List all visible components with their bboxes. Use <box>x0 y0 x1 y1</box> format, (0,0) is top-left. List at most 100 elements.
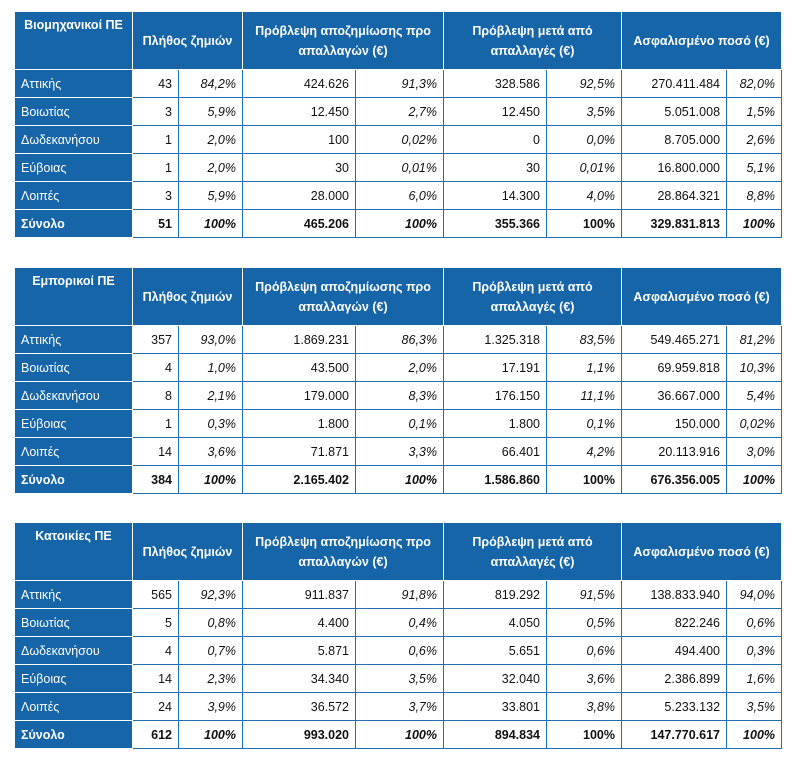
insured-pct-cell: 0,02% <box>726 409 783 438</box>
insured-cell: 676.356.005 <box>621 465 728 494</box>
count-pct-cell: 84,2% <box>178 69 243 98</box>
industrial-claims-table: Βιομηχανικοί ΠΕ Πλήθος ζημιών Πρόβλεψη α… <box>14 11 783 238</box>
table-row: Αττικής 43 84,2% 424.626 91,3% 328.586 9… <box>14 69 783 98</box>
region-cell: Σύνολο <box>14 465 133 494</box>
pre-pct-cell: 0,1% <box>355 409 444 438</box>
post-cell: 30 <box>443 153 547 182</box>
post-cell: 1.586.860 <box>443 465 547 494</box>
pre-cell: 28.000 <box>242 181 356 210</box>
count-cell: 43 <box>132 69 179 98</box>
post-cell: 12.450 <box>443 97 547 126</box>
table-row: Λοιπές 14 3,6% 71.871 3,3% 66.401 4,2% 2… <box>14 437 783 466</box>
pre-pct-cell: 3,3% <box>355 437 444 466</box>
post-pct-cell: 0,6% <box>545 636 623 665</box>
residential-claims-table: Κατοικίες ΠΕ Πλήθος ζημιών Πρόβλεψη αποζ… <box>14 522 783 749</box>
pre-pct-cell: 2,0% <box>355 353 444 382</box>
post-cell: 32.040 <box>443 664 547 693</box>
region-cell: Λοιπές <box>14 181 133 210</box>
insured-cell: 5.051.008 <box>621 97 728 126</box>
table-row: Αττικής 357 93,0% 1.869.231 86,3% 1.325.… <box>14 325 783 354</box>
table-header-row: Εμπορικοί ΠΕ Πλήθος ζημιών Πρόβλεψη αποζ… <box>14 267 783 326</box>
region-cell: Σύνολο <box>14 209 133 238</box>
insured-cell: 16.800.000 <box>621 153 728 182</box>
pre-pct-cell: 0,6% <box>355 636 444 665</box>
post-cell: 328.586 <box>443 69 547 98</box>
count-pct-cell: 3,6% <box>178 437 243 466</box>
post-deductible-header: Πρόβλεψη μετά από απαλλαγές (€) <box>442 267 623 326</box>
region-cell: Δωδεκανήσου <box>14 125 133 154</box>
pre-pct-cell: 100% <box>355 465 444 494</box>
pre-cell: 5.871 <box>242 636 356 665</box>
post-pct-cell: 3,6% <box>545 664 623 693</box>
table-row: Λοιπές 3 5,9% 28.000 6,0% 14.300 4,0% 28… <box>14 181 783 210</box>
pre-pct-cell: 0,02% <box>355 125 444 154</box>
insured-cell: 36.667.000 <box>621 381 728 410</box>
pre-cell: 34.340 <box>242 664 356 693</box>
region-cell: Λοιπές <box>14 437 133 466</box>
table-row: Δωδεκανήσου 1 2,0% 100 0,02% 0 0,0% 8.70… <box>14 125 783 154</box>
insured-cell: 20.113.916 <box>621 437 728 466</box>
count-pct-cell: 2,0% <box>178 153 243 182</box>
insured-cell: 147.770.617 <box>621 720 728 749</box>
pre-cell: 1.800 <box>242 409 356 438</box>
count-pct-cell: 0,7% <box>178 636 243 665</box>
post-pct-cell: 0,1% <box>545 409 623 438</box>
region-cell: Εύβοιας <box>14 153 133 182</box>
insured-amount-header: Ασφαλισμένο ποσό (€) <box>621 11 783 70</box>
region-cell: Σύνολο <box>14 720 133 749</box>
post-cell: 33.801 <box>443 692 547 721</box>
insured-cell: 8.705.000 <box>621 125 728 154</box>
pre-cell: 30 <box>242 153 356 182</box>
insured-pct-cell: 1,6% <box>726 664 783 693</box>
count-pct-cell: 92,3% <box>178 580 243 609</box>
post-cell: 17.191 <box>443 353 547 382</box>
table-row: Αττικής 565 92,3% 911.837 91,8% 819.292 … <box>14 580 783 609</box>
pre-cell: 43.500 <box>242 353 356 382</box>
insured-cell: 138.833.940 <box>621 580 728 609</box>
pre-pct-cell: 86,3% <box>355 325 444 354</box>
count-cell: 8 <box>132 381 179 410</box>
table-row: Βοιωτίας 5 0,8% 4.400 0,4% 4.050 0,5% 82… <box>14 608 783 637</box>
region-cell: Αττικής <box>14 325 133 354</box>
count-cell: 1 <box>132 153 179 182</box>
insured-pct-cell: 3,0% <box>726 437 783 466</box>
region-cell: Λοιπές <box>14 692 133 721</box>
insured-pct-cell: 5,1% <box>726 153 783 182</box>
pre-cell: 465.206 <box>242 209 356 238</box>
region-cell: Εύβοιας <box>14 409 133 438</box>
count-pct-cell: 2,1% <box>178 381 243 410</box>
count-cell: 1 <box>132 409 179 438</box>
insured-pct-cell: 5,4% <box>726 381 783 410</box>
count-cell: 1 <box>132 125 179 154</box>
count-pct-cell: 3,9% <box>178 692 243 721</box>
post-pct-cell: 0,5% <box>545 608 623 637</box>
insured-pct-cell: 81,2% <box>726 325 783 354</box>
post-pct-cell: 4,2% <box>545 437 623 466</box>
insured-pct-cell: 2,6% <box>726 125 783 154</box>
region-cell: Δωδεκανήσου <box>14 636 133 665</box>
count-pct-cell: 0,8% <box>178 608 243 637</box>
insured-pct-cell: 82,0% <box>726 69 783 98</box>
pre-pct-cell: 91,8% <box>355 580 444 609</box>
post-deductible-header: Πρόβλεψη μετά από απαλλαγές (€) <box>442 522 623 581</box>
pre-pct-cell: 91,3% <box>355 69 444 98</box>
pre-pct-cell: 0,4% <box>355 608 444 637</box>
insured-cell: 28.864.321 <box>621 181 728 210</box>
post-cell: 1.325.318 <box>443 325 547 354</box>
count-header: Πλήθος ζημιών <box>132 522 243 581</box>
post-pct-cell: 11,1% <box>545 381 623 410</box>
region-cell: Βοιωτίας <box>14 97 133 126</box>
count-cell: 14 <box>132 664 179 693</box>
count-cell: 357 <box>132 325 179 354</box>
count-pct-cell: 100% <box>178 465 243 494</box>
count-cell: 3 <box>132 97 179 126</box>
pre-pct-cell: 2,7% <box>355 97 444 126</box>
post-pct-cell: 4,0% <box>545 181 623 210</box>
count-header: Πλήθος ζημιών <box>132 11 243 70</box>
insured-pct-cell: 100% <box>726 465 783 494</box>
table-row: Δωδεκανήσου 8 2,1% 179.000 8,3% 176.150 … <box>14 381 783 410</box>
pre-deductible-header: Πρόβλεψη αποζημίωσης προ απαλλαγών (€) <box>242 267 444 326</box>
post-pct-cell: 92,5% <box>545 69 623 98</box>
region-cell: Αττικής <box>14 580 133 609</box>
pre-cell: 12.450 <box>242 97 356 126</box>
